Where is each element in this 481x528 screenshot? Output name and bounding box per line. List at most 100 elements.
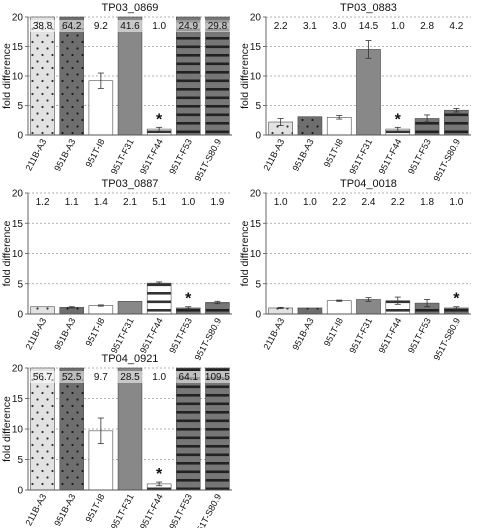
- data-label: 1.0: [152, 372, 166, 383]
- data-label: 41.6: [120, 21, 140, 32]
- bar: [297, 307, 323, 315]
- x-tick-label: 211B-A3: [23, 137, 48, 172]
- x-tick-label: 951T-F44: [138, 316, 165, 355]
- bar: [205, 16, 230, 136]
- x-tick-label: 951T-I8: [83, 137, 106, 169]
- y-axis-label: fold difference: [1, 43, 13, 109]
- y-tick-label: 10: [12, 425, 24, 436]
- y-tick-label: 5: [255, 101, 261, 112]
- bar: [205, 367, 230, 491]
- data-label: 3.1: [303, 21, 317, 32]
- data-label: 2.4: [362, 197, 376, 208]
- data-label: 38.8: [33, 21, 53, 32]
- y-tick-label: 20: [12, 364, 24, 375]
- bar: [88, 305, 114, 315]
- x-tick-label: 951T-F44: [138, 137, 165, 176]
- chart-title: TP04_0018: [340, 178, 397, 190]
- chart-panel: TP03_0883 0 5 10 15 20 fold difference 2.2 211B-…: [239, 2, 471, 183]
- data-label: 56.7: [33, 372, 53, 383]
- x-tick-label: 951T-F31: [109, 137, 136, 176]
- value-label-backdrop: [174, 20, 203, 32]
- data-label: 28.5: [120, 372, 140, 383]
- x-tick-label: 951T-S80.9: [431, 316, 462, 362]
- data-label: 1.9: [210, 197, 224, 208]
- y-tick-label: 0: [17, 310, 23, 321]
- chart-panel: TP04_0921 0 5 10 15 20 fold difference 56.7 211B…: [1, 353, 232, 528]
- value-label-backdrop: [174, 371, 203, 383]
- bar: [88, 80, 114, 136]
- data-label: 1.8: [420, 197, 434, 208]
- y-tick-label: 10: [250, 72, 262, 83]
- data-label: 2.8: [420, 21, 434, 32]
- x-tick-label: 951T-I8: [322, 137, 345, 169]
- x-tick-label: 211B-A3: [23, 316, 48, 351]
- data-label: 14.5: [359, 21, 379, 32]
- bar: [176, 367, 201, 491]
- y-tick-label: 15: [12, 394, 24, 405]
- bar: [30, 16, 55, 136]
- chart-title: TP03_0883: [340, 2, 397, 14]
- data-label: 52.5: [62, 372, 82, 383]
- y-tick-label: 10: [250, 249, 262, 260]
- bar: [356, 49, 381, 136]
- data-label: 64.2: [62, 21, 82, 32]
- significance-marker: *: [453, 291, 460, 308]
- value-label-backdrop: [28, 371, 57, 383]
- chart-panel: TP04_0018 0 5 10 15 20 fold difference 1.0 211B-…: [239, 178, 471, 362]
- data-label: 24.9: [179, 21, 199, 32]
- data-label: 64.1: [179, 372, 199, 383]
- bar: [117, 16, 143, 136]
- bar: [117, 367, 143, 491]
- y-tick-label: 0: [255, 310, 261, 321]
- data-label: 1.2: [36, 197, 50, 208]
- data-label: 1.0: [152, 21, 166, 32]
- x-tick-label: 951B-A3: [290, 316, 315, 352]
- y-tick-label: 20: [250, 189, 262, 200]
- x-tick-label: 951T-S80.9: [193, 492, 224, 528]
- y-tick-label: 10: [12, 72, 24, 83]
- significance-marker: *: [185, 291, 192, 308]
- significance-marker: *: [156, 111, 163, 128]
- bar: [30, 306, 55, 315]
- bar: [326, 300, 352, 315]
- y-tick-label: 0: [17, 486, 23, 497]
- bar: [297, 116, 323, 136]
- x-tick-label: 951B-A3: [52, 316, 77, 352]
- bar: [59, 16, 84, 136]
- data-label: 5.1: [152, 197, 166, 208]
- x-tick-label: 951T-I8: [83, 316, 106, 348]
- x-tick-label: 951T-S80.9: [193, 316, 224, 362]
- bar: [326, 117, 352, 136]
- x-tick-label: 211B-A3: [23, 492, 48, 527]
- value-label-backdrop: [116, 371, 144, 383]
- significance-marker: *: [395, 111, 402, 128]
- x-tick-label: 211B-A3: [261, 137, 286, 172]
- x-tick-label: 951B-A3: [52, 492, 77, 528]
- y-tick-label: 20: [12, 13, 24, 24]
- data-label: 109.5: [205, 372, 230, 383]
- bar: [30, 367, 55, 491]
- y-tick-label: 15: [12, 219, 24, 230]
- bar: [59, 367, 84, 491]
- x-tick-label: 951T-F53: [406, 137, 433, 176]
- data-label: 2.2: [332, 197, 346, 208]
- bar: [444, 109, 469, 136]
- x-tick-label: 211B-A3: [261, 316, 286, 351]
- chart-title: TP04_0921: [102, 353, 159, 365]
- data-label: 1.0: [274, 197, 288, 208]
- bar: [117, 300, 143, 315]
- y-tick-label: 0: [255, 131, 261, 142]
- chart-title: TP03_0869: [102, 2, 159, 14]
- y-tick-label: 5: [17, 455, 23, 466]
- y-tick-label: 20: [12, 189, 24, 200]
- x-tick-label: 951T-S80.9: [431, 137, 462, 183]
- y-tick-label: 20: [250, 13, 262, 24]
- value-label-backdrop: [28, 20, 57, 32]
- y-tick-label: 0: [17, 131, 23, 142]
- x-tick-label: 951T-F53: [167, 316, 194, 355]
- x-tick-label: 951T-F44: [138, 492, 165, 528]
- x-tick-label: 951T-F44: [377, 137, 404, 176]
- x-tick-label: 951T-F31: [347, 137, 374, 176]
- data-label: 29.8: [208, 21, 228, 32]
- x-tick-label: 951B-A3: [290, 137, 315, 173]
